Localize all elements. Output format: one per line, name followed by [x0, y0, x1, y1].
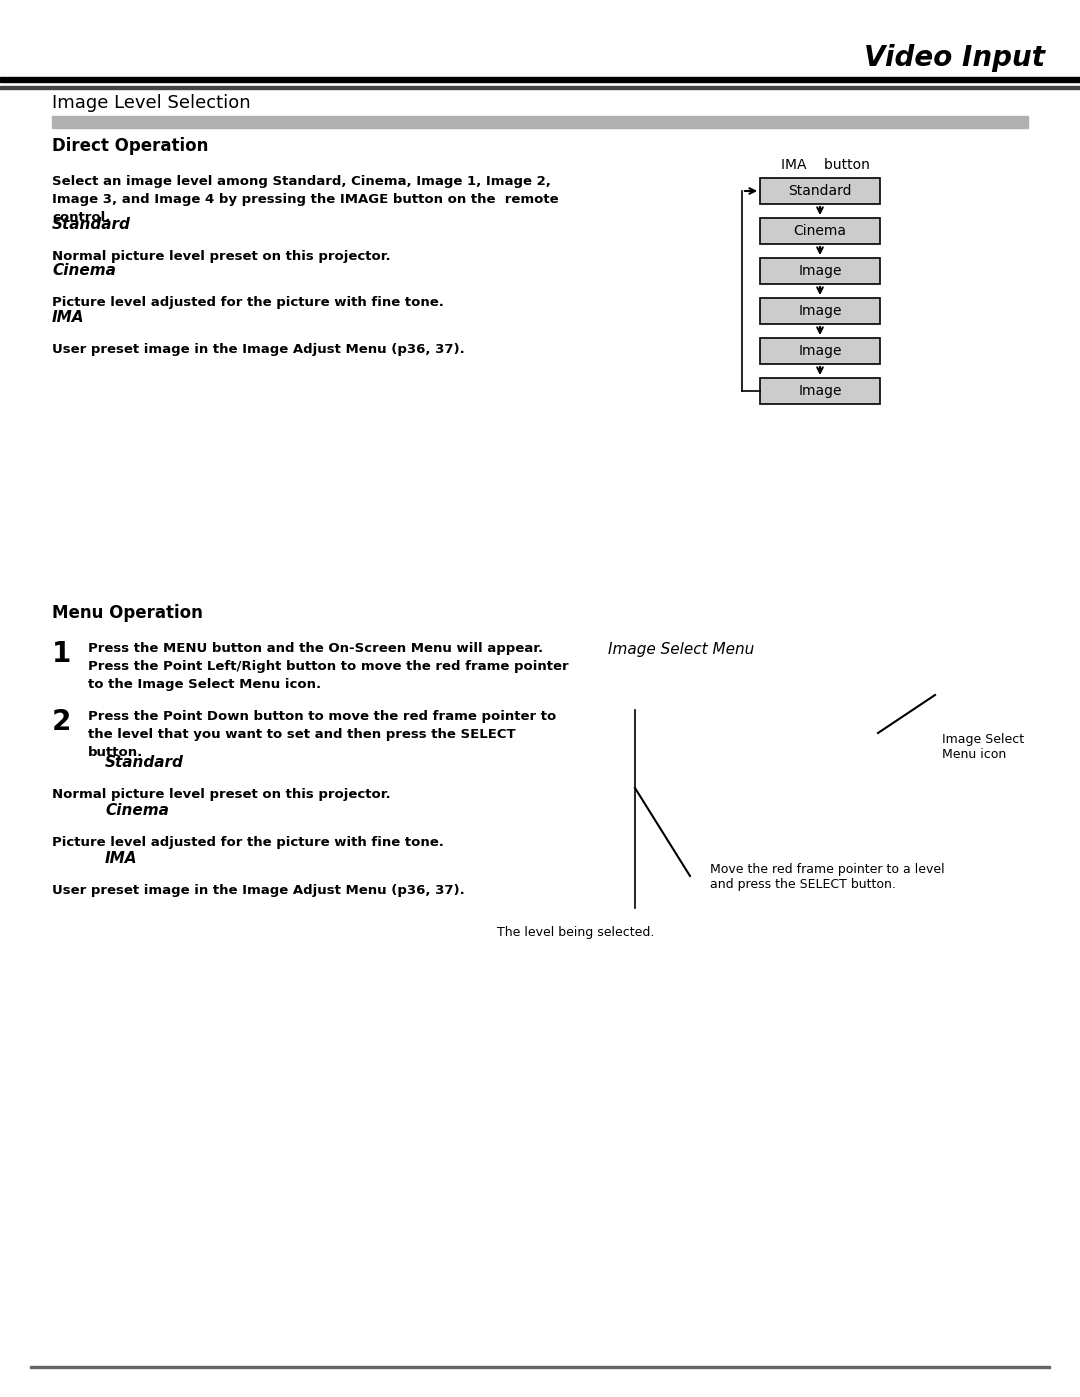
Text: Standard: Standard — [788, 184, 852, 198]
Text: Cinema: Cinema — [52, 263, 116, 278]
Bar — [760, 218, 880, 244]
Bar — [760, 177, 880, 204]
Bar — [760, 379, 880, 404]
Text: Normal picture level preset on this projector.: Normal picture level preset on this proj… — [52, 788, 391, 800]
Bar — [52, 116, 1028, 129]
Text: Image: Image — [798, 344, 841, 358]
Text: Cinema: Cinema — [105, 803, 168, 819]
Text: Direct Operation: Direct Operation — [52, 137, 208, 155]
Text: Image Level Selection: Image Level Selection — [52, 94, 251, 112]
Bar — [760, 298, 880, 324]
Text: Cinema: Cinema — [794, 224, 847, 237]
Text: Menu Operation: Menu Operation — [52, 604, 203, 622]
Text: Standard: Standard — [52, 217, 131, 232]
Text: IMA    button: IMA button — [781, 158, 869, 172]
Text: Image Select
Menu icon: Image Select Menu icon — [942, 733, 1024, 761]
Text: User preset image in the Image Adjust Menu (p36, 37).: User preset image in the Image Adjust Me… — [52, 884, 464, 897]
Text: Picture level adjusted for the picture with fine tone.: Picture level adjusted for the picture w… — [52, 835, 444, 849]
Text: Image Select Menu: Image Select Menu — [608, 643, 754, 657]
Text: Picture level adjusted for the picture with fine tone.: Picture level adjusted for the picture w… — [52, 296, 444, 309]
Text: Press the Point Down button to move the red frame pointer to
the level that you : Press the Point Down button to move the … — [87, 710, 556, 759]
Text: IMA: IMA — [105, 851, 137, 866]
Text: Normal picture level preset on this projector.: Normal picture level preset on this proj… — [52, 250, 391, 263]
Text: IMA: IMA — [52, 310, 84, 326]
Text: 2: 2 — [52, 708, 71, 736]
Bar — [30, 1366, 1050, 1368]
Text: Select an image level among Standard, Cinema, Image 1, Image 2,
Image 3, and Ima: Select an image level among Standard, Ci… — [52, 175, 558, 224]
Text: Image: Image — [798, 384, 841, 398]
Bar — [0, 77, 1080, 82]
Text: Move the red frame pointer to a level
and press the SELECT button.: Move the red frame pointer to a level an… — [710, 863, 945, 891]
Text: Video Input: Video Input — [864, 43, 1045, 73]
Text: The level being selected.: The level being selected. — [497, 926, 654, 939]
Text: Image: Image — [798, 264, 841, 278]
Text: Press the MENU button and the On-Screen Menu will appear.
Press the Point Left/R: Press the MENU button and the On-Screen … — [87, 643, 569, 692]
Bar — [760, 258, 880, 284]
Bar — [760, 338, 880, 365]
Bar — [0, 87, 1080, 89]
Text: 1: 1 — [52, 640, 71, 668]
Text: Standard: Standard — [105, 754, 184, 770]
Text: Image: Image — [798, 305, 841, 319]
Text: User preset image in the Image Adjust Menu (p36, 37).: User preset image in the Image Adjust Me… — [52, 344, 464, 356]
